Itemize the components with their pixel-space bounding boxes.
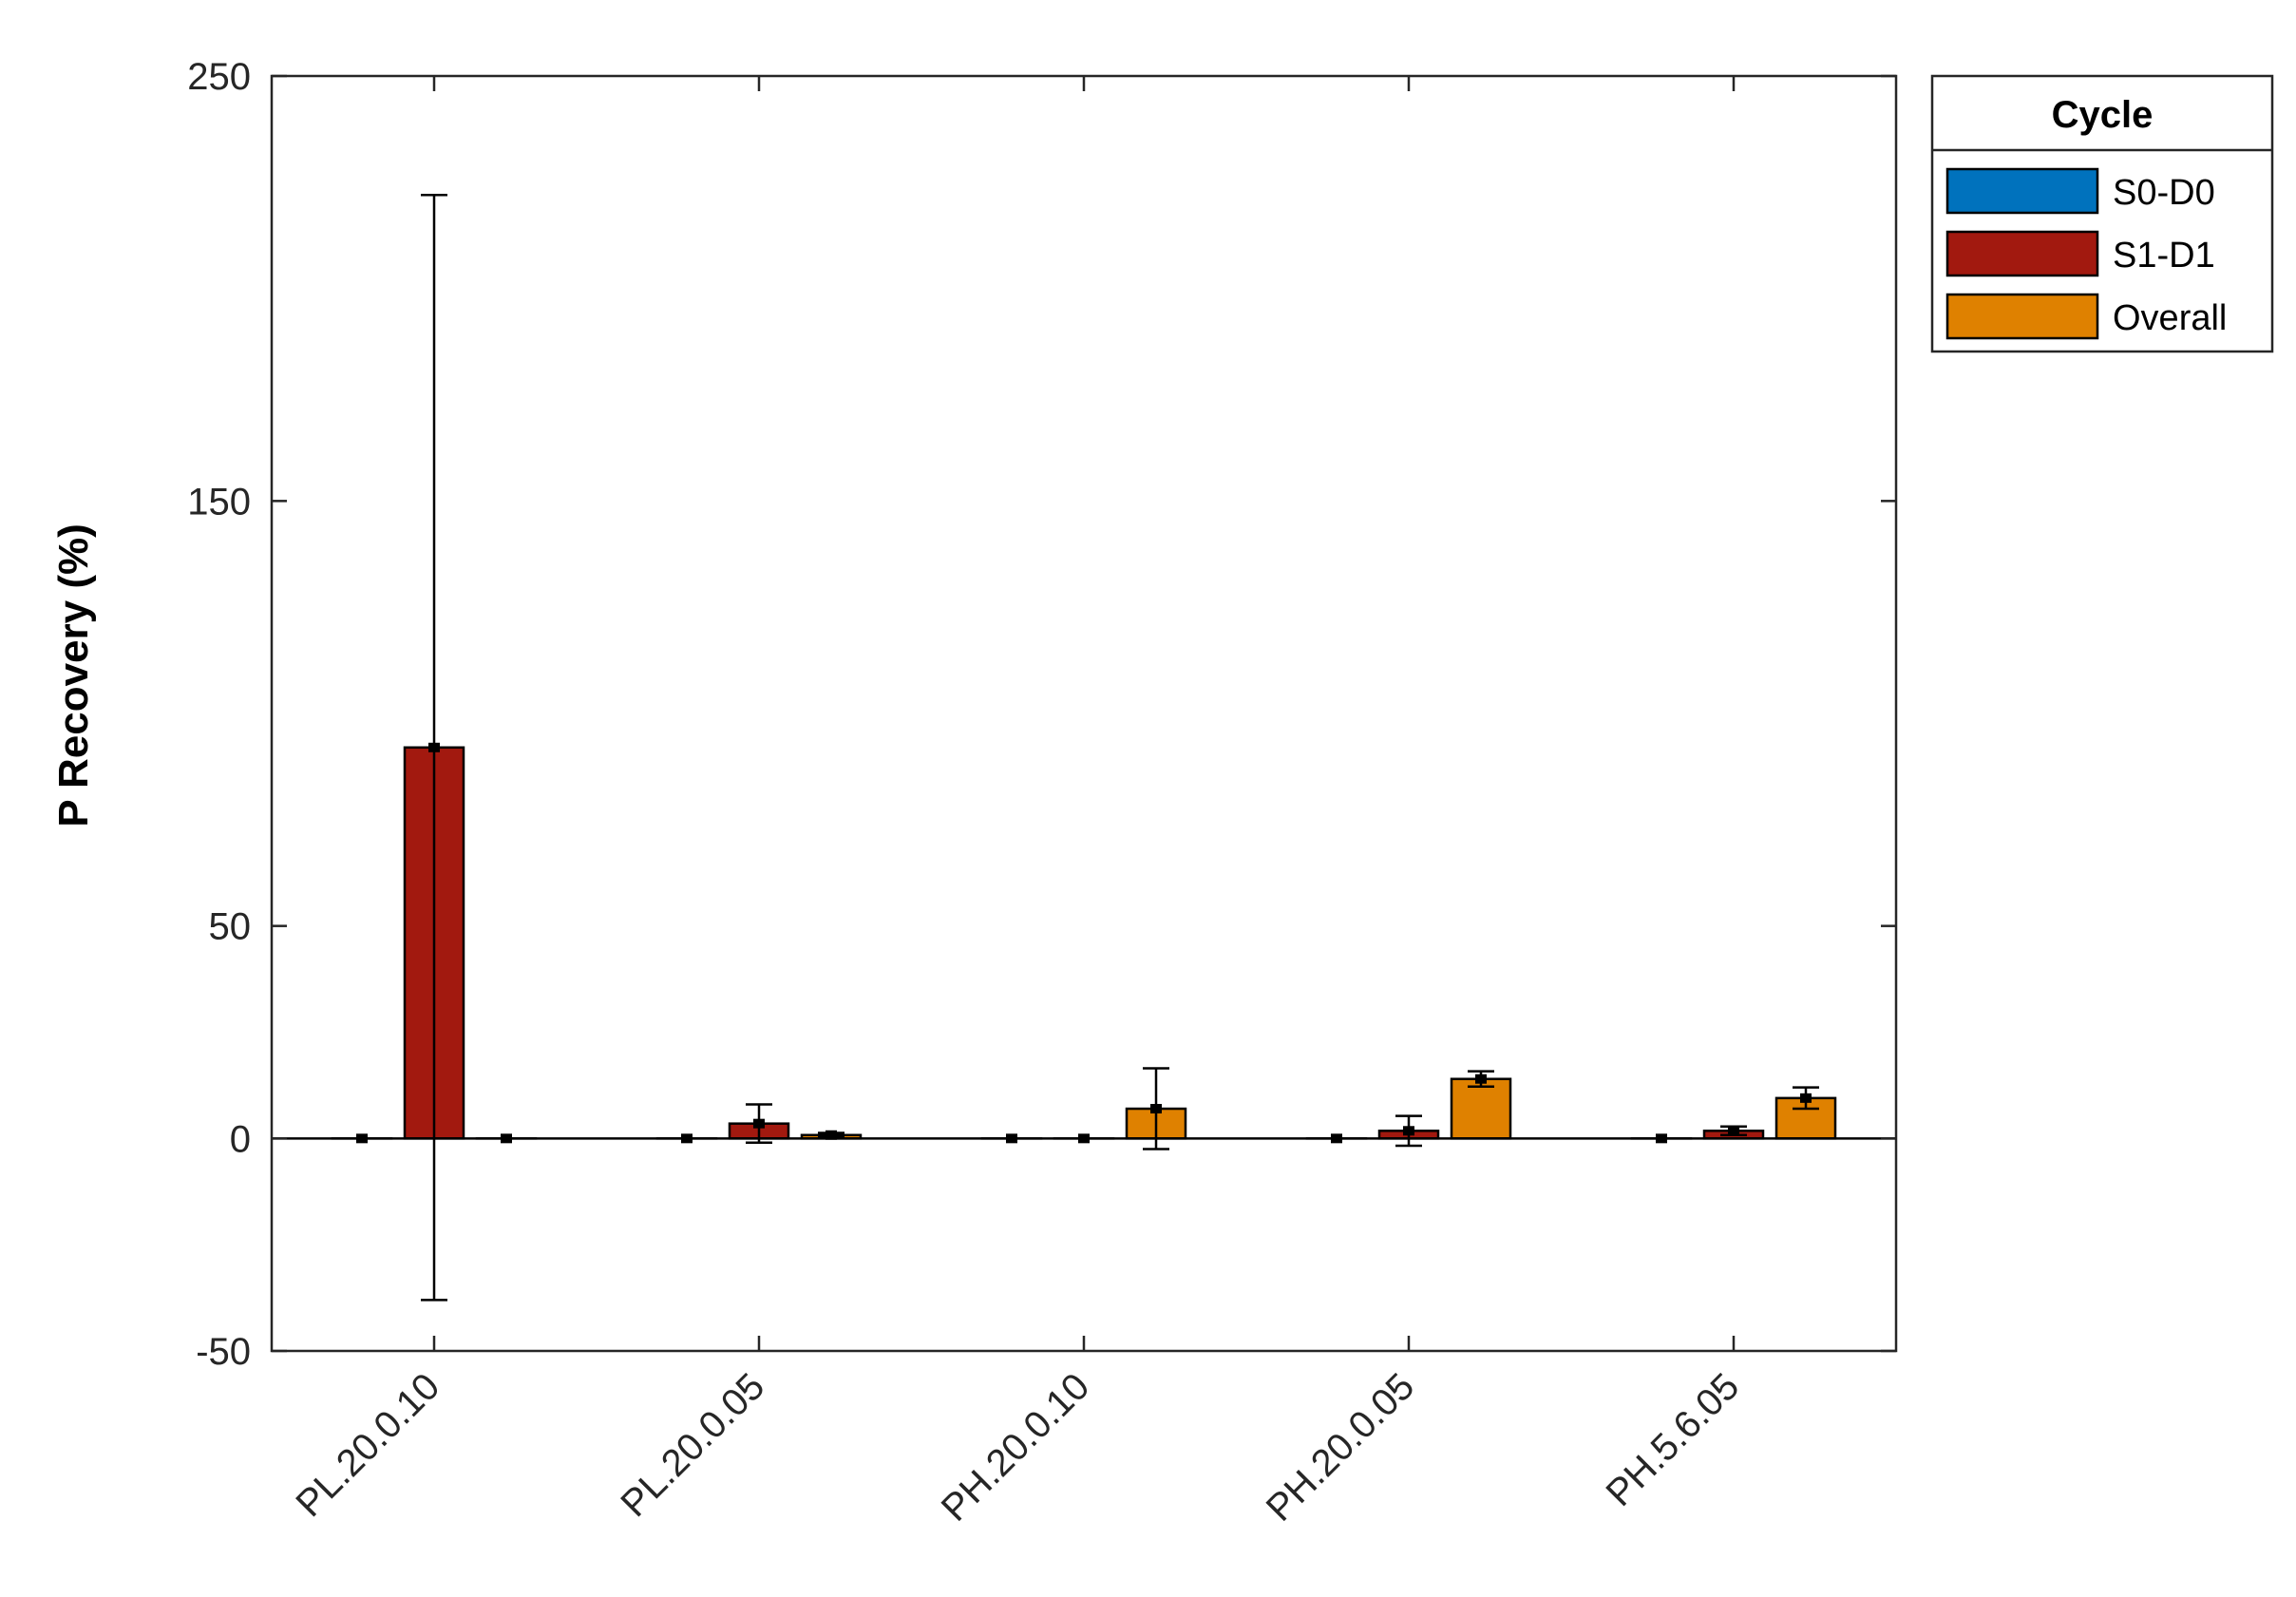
legend-title: Cycle xyxy=(2052,94,2154,136)
x-tick-label: PH.20.0.10 xyxy=(934,1365,1098,1530)
error-bar-marker xyxy=(681,1133,693,1143)
bars-layer xyxy=(332,748,1835,1139)
axes-layer xyxy=(272,76,1896,1351)
error-bar-marker xyxy=(428,743,440,752)
x-tick-label: PH.20.0.05 xyxy=(1259,1365,1423,1530)
error-bar-marker xyxy=(1728,1126,1739,1135)
error-bar-marker xyxy=(356,1133,368,1143)
error-bar xyxy=(681,1133,693,1143)
x-tick-label: PL.20.0.05 xyxy=(613,1365,772,1525)
error-bar-marker xyxy=(1656,1133,1667,1143)
legend-item: Overall xyxy=(1947,295,2227,338)
error-bar xyxy=(356,1133,368,1143)
y-tick-label: 50 xyxy=(209,906,252,948)
error-bars-layer xyxy=(356,195,1819,1300)
legend-label: Overall xyxy=(2113,298,2227,338)
error-bar-marker xyxy=(1078,1133,1090,1143)
error-bar xyxy=(1656,1133,1667,1143)
error-bar-marker xyxy=(753,1119,765,1129)
error-bar-marker xyxy=(501,1133,512,1143)
plot-area xyxy=(272,76,1896,1351)
error-bar xyxy=(1006,1133,1017,1143)
legend-swatch xyxy=(1947,232,2097,276)
legend-item: S0-D0 xyxy=(1947,169,2215,213)
error-bar xyxy=(1078,1133,1090,1143)
y-tick-label: 150 xyxy=(187,481,251,523)
legend-swatch xyxy=(1947,169,2097,213)
x-tick-label: PL.20.0.10 xyxy=(288,1365,447,1525)
y-axis-label: P Recovery (%) xyxy=(50,523,97,827)
error-bar-marker xyxy=(1475,1074,1487,1084)
legend-label: S1-D1 xyxy=(2113,236,2215,276)
y-tick-label: 250 xyxy=(187,56,251,98)
legend-item: S1-D1 xyxy=(1947,232,2215,276)
error-bar-marker xyxy=(825,1131,837,1140)
error-bar xyxy=(501,1133,512,1143)
bar xyxy=(1452,1079,1510,1139)
error-bar-marker xyxy=(1800,1093,1812,1103)
error-bar xyxy=(1331,1133,1342,1143)
error-bar-marker xyxy=(1331,1133,1342,1143)
legend-label: S0-D0 xyxy=(2113,173,2215,213)
error-bar-marker xyxy=(1150,1104,1162,1113)
labels-layer: -50 0 50 150 250 PL.20.0.10 PL.20.0.05 PH.20.0.… xyxy=(50,56,1747,1530)
error-bar-marker xyxy=(1403,1126,1414,1135)
legend-swatch xyxy=(1947,295,2097,338)
y-tick-label: 0 xyxy=(230,1118,251,1160)
y-tick-label: -50 xyxy=(196,1331,251,1373)
error-bar-marker xyxy=(1006,1133,1017,1143)
legend: Cycle S0-D0 S1-D1 Overall xyxy=(1932,76,2272,352)
x-tick-label: PH.5.6.05 xyxy=(1598,1365,1747,1514)
